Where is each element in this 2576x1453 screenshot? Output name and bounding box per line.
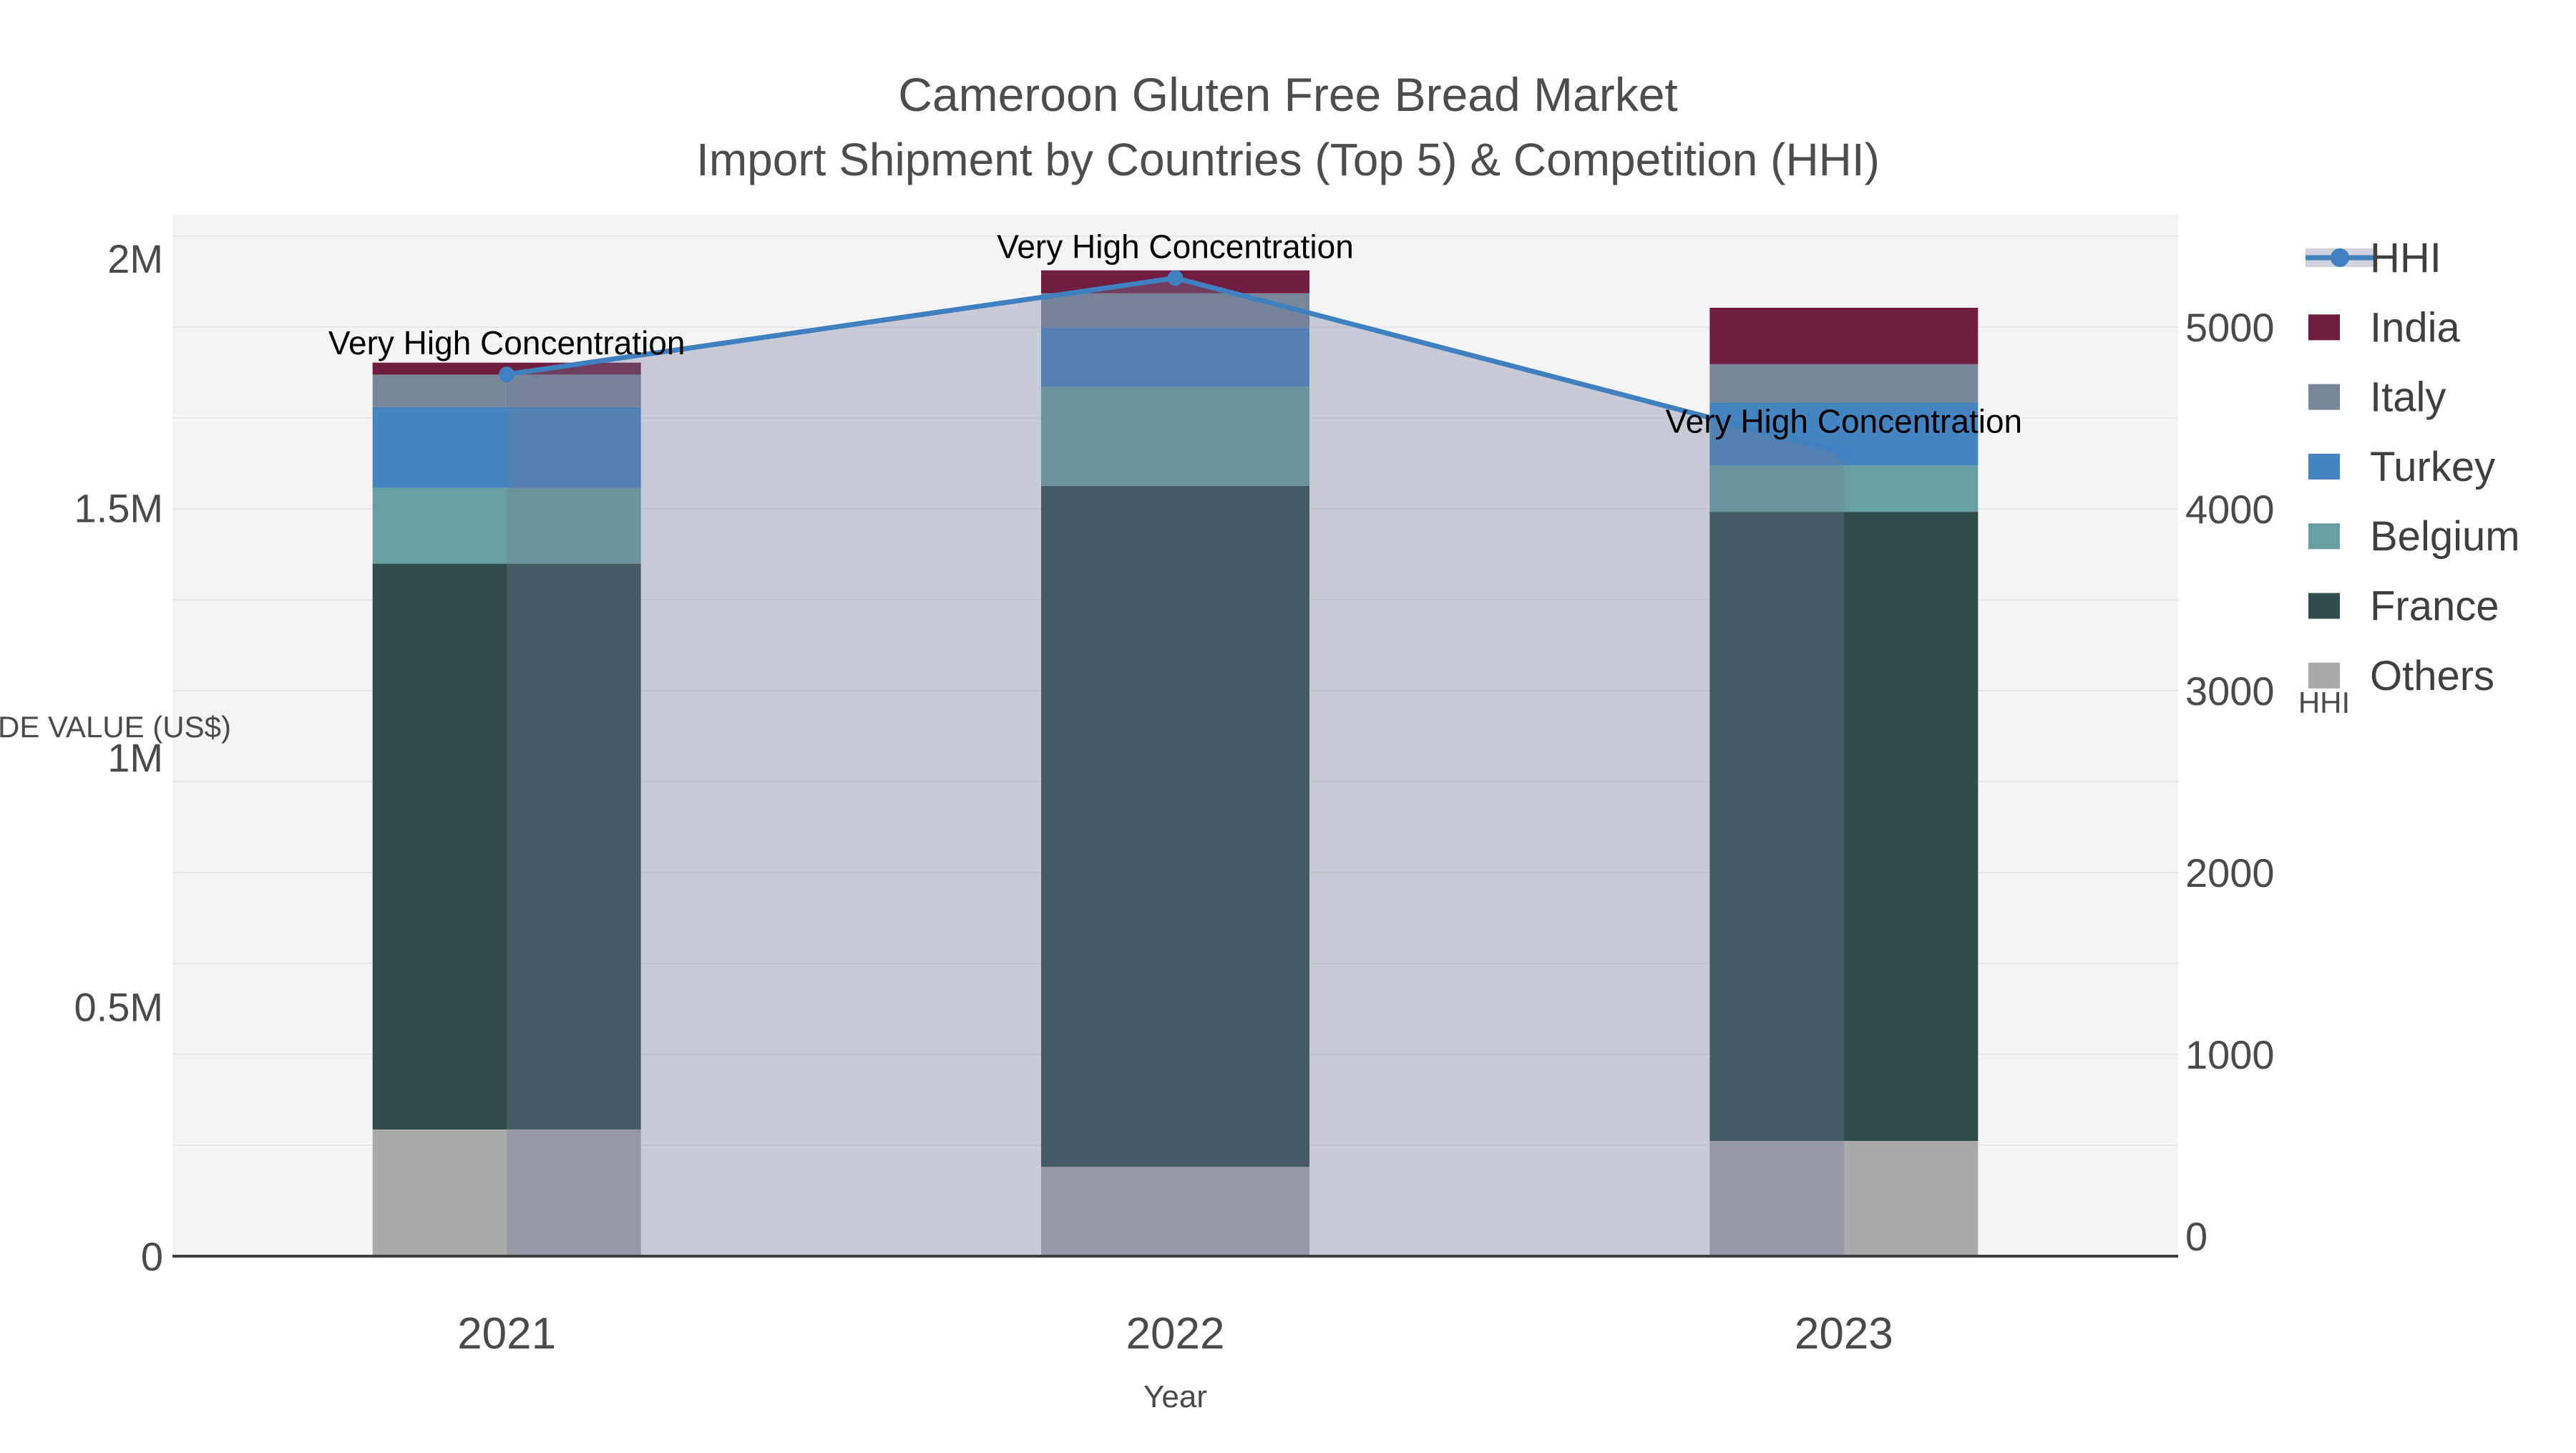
bar-segment-france-2023[interactable]	[1709, 512, 1979, 1141]
x-tick-2023: 2023	[1795, 1309, 1893, 1359]
legend-label-india: India	[2370, 304, 2461, 351]
legend-item-others[interactable]: Others	[2308, 653, 2494, 699]
bar-segment-turkey-2021[interactable]	[372, 407, 641, 488]
legend-label-others: Others	[2370, 653, 2494, 699]
bar-segment-belgium-2022[interactable]	[1041, 387, 1309, 486]
legend-label-belgium: Belgium	[2370, 513, 2520, 560]
annotation-2022: Very High Concentration	[997, 228, 1354, 265]
y-left-tick: 0	[141, 1234, 163, 1279]
y-right-axis-title: HHI	[2298, 686, 2350, 719]
y-right-tick: 2000	[2185, 850, 2275, 895]
legend-item-hhi[interactable]: HHI	[2306, 235, 2441, 281]
y-left-axis-title: TRADE VALUE (US$)	[0, 710, 231, 744]
bar-segment-turkey-2022[interactable]	[1041, 327, 1309, 387]
legend-hhi-marker-icon	[2331, 248, 2349, 267]
bar-segment-france-2021[interactable]	[372, 563, 641, 1129]
y-right-tick: 4000	[2185, 487, 2275, 532]
bar-segment-belgium-2021[interactable]	[372, 487, 641, 564]
legend-item-belgium[interactable]: Belgium	[2308, 513, 2520, 560]
legend-swatch-italy	[2308, 384, 2340, 410]
legend-swatch-india	[2308, 314, 2340, 341]
hhi-marker-2023[interactable]	[1835, 444, 1852, 461]
y-left-tick: 1M	[107, 735, 163, 780]
bar-segment-others-2022[interactable]	[1041, 1167, 1309, 1256]
y-right-tick: 5000	[2185, 305, 2275, 350]
legend-item-france[interactable]: France	[2308, 583, 2499, 630]
legend-item-india[interactable]: India	[2308, 304, 2461, 351]
x-axis-title: Year	[1143, 1379, 1207, 1414]
legend-swatch-others	[2308, 662, 2340, 689]
legend-swatch-france	[2308, 593, 2340, 619]
legend-label-hhi: HHI	[2370, 235, 2441, 281]
y-right-tick: 3000	[2185, 669, 2275, 714]
legend-swatch-belgium	[2308, 523, 2340, 550]
x-tick-2021: 2021	[457, 1309, 556, 1359]
y-left-tick: 1.5M	[74, 486, 164, 531]
y-right-tick: 1000	[2185, 1032, 2275, 1077]
legend-item-turkey[interactable]: Turkey	[2308, 444, 2495, 490]
legend-label-italy: Italy	[2370, 374, 2446, 421]
x-axis-line	[172, 1255, 2178, 1258]
y-right-tick: 0	[2185, 1214, 2207, 1259]
x-tick-2022: 2022	[1126, 1309, 1225, 1359]
hhi-marker-2022[interactable]	[1167, 270, 1184, 286]
hhi-area-fill	[507, 278, 1844, 1256]
legend-item-italy[interactable]: Italy	[2308, 374, 2446, 421]
bar-segment-india-2023[interactable]	[1709, 308, 1979, 364]
annotation-2021: Very High Concentration	[328, 324, 686, 361]
legend-label-france: France	[2370, 583, 2499, 630]
bar-segment-others-2021[interactable]	[372, 1129, 641, 1256]
y-left-tick: 2M	[107, 236, 163, 281]
bar-segment-others-2023[interactable]	[1709, 1140, 1979, 1256]
bar-segment-france-2022[interactable]	[1041, 485, 1309, 1167]
y-left-tick: 0.5M	[74, 985, 164, 1030]
hhi-marker-2021[interactable]	[499, 366, 515, 383]
bar-segment-italy-2023[interactable]	[1709, 364, 1979, 403]
legend-label-turkey: Turkey	[2370, 444, 2495, 490]
bar-segment-belgium-2023[interactable]	[1709, 465, 1979, 512]
legend-swatch-turkey	[2308, 453, 2340, 480]
chart-title-line2: Import Shipment by Countries (Top 5) & C…	[696, 134, 1880, 185]
annotation-2023: Very High Concentration	[1666, 402, 2023, 439]
chart-title-line1: Cameroon Gluten Free Bread Market	[898, 68, 1678, 121]
